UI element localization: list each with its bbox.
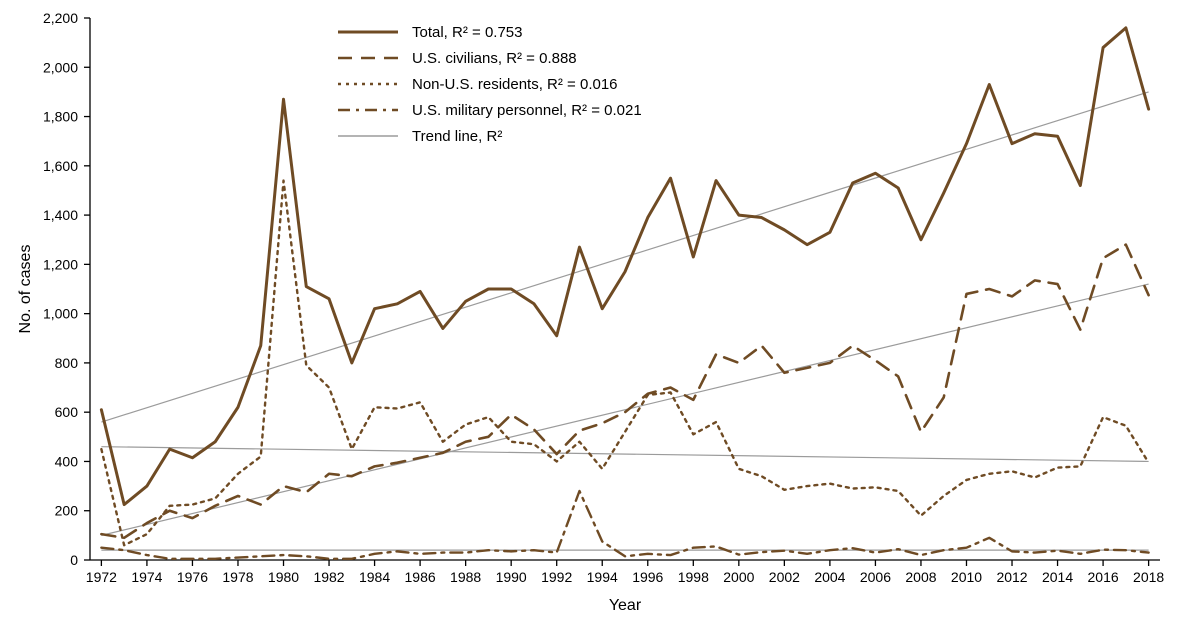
y-tick-label: 1,400 xyxy=(43,207,78,223)
legend-total-label: Total, R² = 0.753 xyxy=(412,24,522,41)
y-tick-label: 2,200 xyxy=(43,10,78,26)
legend-trend-label: Trend line, R² xyxy=(412,128,502,145)
x-tick-label: 1990 xyxy=(496,569,527,585)
line-chart: 0 200 400 600 800 1,000 1,200 1,400 1,600 1,800 2,… xyxy=(0,0,1185,626)
x-tick-label: 1982 xyxy=(313,569,344,585)
chart-svg: 0 200 400 600 800 1,000 1,200 1,400 1,600 1,800 2,… xyxy=(0,0,1185,626)
x-tick-label: 2002 xyxy=(769,569,800,585)
x-tick-label: 2012 xyxy=(996,569,1027,585)
trend-line-civilians xyxy=(101,284,1148,535)
y-axis-label: No. of cases xyxy=(17,245,34,334)
y-tick-label: 800 xyxy=(55,355,79,371)
x-tick-label: 2018 xyxy=(1133,569,1164,585)
y-tick-label: 400 xyxy=(55,453,79,469)
y-tick-label: 2,000 xyxy=(43,59,78,75)
y-tick-label: 1,800 xyxy=(43,109,78,125)
x-tick-label: 1998 xyxy=(678,569,709,585)
y-tick-label: 0 xyxy=(70,552,78,568)
legend-military-label: U.S. military personnel, R² = 0.021 xyxy=(412,102,642,119)
x-tick-label: 1994 xyxy=(587,569,618,585)
x-tick-label: 1980 xyxy=(268,569,299,585)
x-tick-label: 2010 xyxy=(951,569,982,585)
series-line-military xyxy=(101,491,1148,559)
x-tick-label: 2016 xyxy=(1088,569,1119,585)
x-tick-label: 1976 xyxy=(177,569,208,585)
y-tick-label: 1,200 xyxy=(43,256,78,272)
series-line-civilians xyxy=(101,245,1148,538)
y-tick-label: 1,600 xyxy=(43,158,78,174)
x-tick-label: 1986 xyxy=(405,569,436,585)
x-tick-label: 2004 xyxy=(814,569,845,585)
x-tick-label: 1972 xyxy=(86,569,117,585)
x-tick-label: 1974 xyxy=(131,569,162,585)
x-tick-label: 1996 xyxy=(632,569,663,585)
y-tick-label: 200 xyxy=(55,503,79,519)
trend-line-total xyxy=(101,92,1148,422)
x-tick-label: 1978 xyxy=(222,569,253,585)
legend-civilians-label: U.S. civilians, R² = 0.888 xyxy=(412,50,577,67)
series-line-nonus xyxy=(101,181,1148,546)
series-line-total xyxy=(101,28,1148,505)
x-tick-label: 1988 xyxy=(450,569,481,585)
y-tick-label: 1,000 xyxy=(43,306,78,322)
x-tick-label: 2006 xyxy=(860,569,891,585)
x-tick-label: 2014 xyxy=(1042,569,1073,585)
x-tick-label: 1984 xyxy=(359,569,390,585)
x-tick-label: 1992 xyxy=(541,569,572,585)
x-tick-label: 2008 xyxy=(905,569,936,585)
x-tick-label: 2000 xyxy=(723,569,754,585)
legend-nonus-label: Non-U.S. residents, R² = 0.016 xyxy=(412,76,618,93)
y-tick-label: 600 xyxy=(55,404,79,420)
x-axis-label: Year xyxy=(609,597,642,614)
